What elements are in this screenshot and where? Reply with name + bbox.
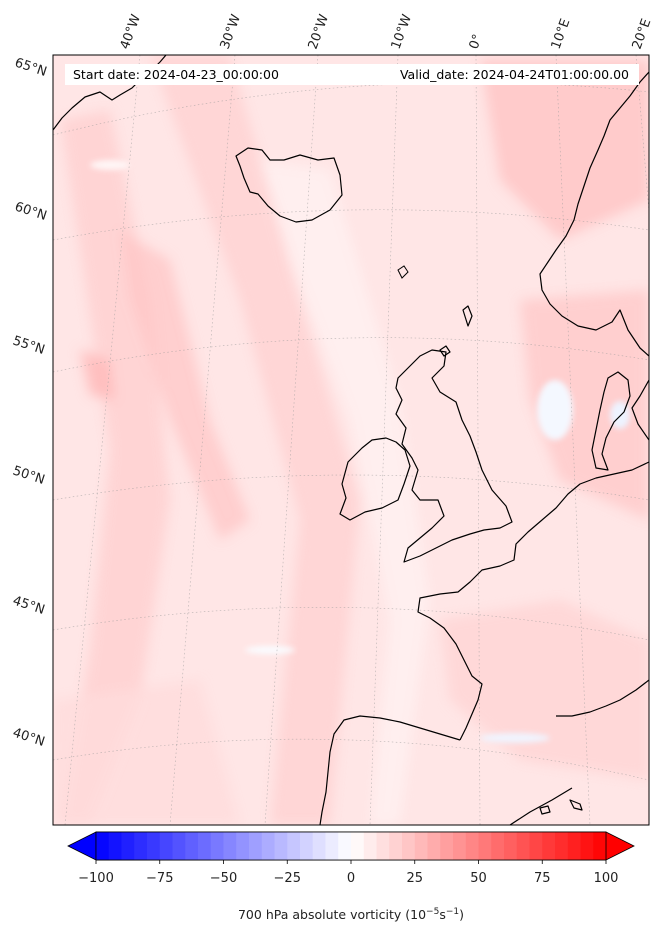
colorbar-tick-label: 75 xyxy=(534,871,551,886)
colorbar-band xyxy=(185,832,199,860)
colorbar-band xyxy=(453,832,467,860)
coastline-norway xyxy=(539,71,649,357)
colorbar-label-exp2: −1 xyxy=(446,907,459,917)
map-panel xyxy=(53,55,649,825)
colorbar-band xyxy=(351,832,365,860)
colorbar-label-exp: −5 xyxy=(426,907,439,917)
colorbar-label-text: 700 hPa absolute vorticity (10 xyxy=(238,907,426,922)
colorbar-band xyxy=(249,832,263,860)
colorbar-band xyxy=(261,832,275,860)
colorbar-band xyxy=(376,832,390,860)
lat-label: 45°N xyxy=(11,594,47,618)
coastline-iberia xyxy=(319,715,461,825)
lon-label: 10°E xyxy=(549,17,574,52)
colorbar-band xyxy=(134,832,148,860)
colorbar-extend-low xyxy=(67,831,97,861)
valid-date-label: Valid_date: 2024-04-24T01:00:00.00 xyxy=(400,67,629,82)
colorbar-band xyxy=(555,832,569,860)
colorbar-tick-label: −100 xyxy=(78,871,114,886)
lon-label: 40°W xyxy=(118,12,144,51)
map-frame xyxy=(52,54,650,826)
colorbar-band xyxy=(159,832,173,860)
header-bar xyxy=(65,64,639,85)
colorbar-band xyxy=(287,832,301,860)
lat-label: 50°N xyxy=(11,464,47,488)
lat-label: 60°N xyxy=(13,200,49,224)
colorbar-band xyxy=(542,832,556,860)
lon-label: 30°W xyxy=(218,12,244,51)
colorbar-band xyxy=(338,832,352,860)
vorticity-field-shading xyxy=(53,55,649,825)
coastline-continental-europe xyxy=(417,461,649,741)
colorbar-band xyxy=(312,832,326,860)
colorbar-band xyxy=(121,832,135,860)
colorbar-band xyxy=(567,832,581,860)
colorbar-ticks: −100 −75 −50 −25 0 25 50 75 100 xyxy=(78,860,618,886)
colorbar-extend-high xyxy=(605,831,635,861)
colorbar-band xyxy=(402,832,416,860)
coastline-great-britain xyxy=(395,349,513,563)
colorbar-band xyxy=(465,832,479,860)
lat-label: 55°N xyxy=(11,334,47,358)
colorbar-label-end: ) xyxy=(459,907,464,922)
colorbar-band xyxy=(504,832,518,860)
colorbar-band xyxy=(593,832,607,860)
colorbar-band xyxy=(147,832,161,860)
colorbar-tick-label: −50 xyxy=(210,871,237,886)
colorbar-band xyxy=(440,832,454,860)
graticule xyxy=(53,55,649,825)
colorbar-band xyxy=(491,832,505,860)
colorbar-band xyxy=(223,832,237,860)
colorbar-tick-label: 50 xyxy=(470,871,487,886)
colorbar-tick-label: −75 xyxy=(146,871,173,886)
lon-label: 10°W xyxy=(389,12,415,51)
lon-label: 20°W xyxy=(306,12,332,51)
colorbar-band xyxy=(427,832,441,860)
colorbar-band xyxy=(414,832,428,860)
colorbar-tick-label: 100 xyxy=(594,871,619,886)
start-date-label: Start date: 2024-04-23_00:00:00 xyxy=(73,67,279,82)
colorbar-tick-label: 25 xyxy=(406,871,423,886)
coastline-denmark xyxy=(591,371,631,471)
colorbar: −100 −75 −50 −25 0 25 50 75 100 700 hPa absolute… xyxy=(67,831,635,922)
colorbar-band xyxy=(325,832,339,860)
colorbar-band xyxy=(96,832,110,860)
colorbar-band xyxy=(389,832,403,860)
colorbar-tick-label: 0 xyxy=(347,871,355,886)
coastline-ireland xyxy=(339,437,411,521)
colorbar-band xyxy=(236,832,250,860)
colorbar-band xyxy=(172,832,186,860)
lon-label: 20°E xyxy=(630,17,655,52)
colorbar-band xyxy=(516,832,530,860)
colorbar-label: 700 hPa absolute vorticity (10−5s−1) xyxy=(238,907,464,922)
colorbar-band xyxy=(363,832,377,860)
colorbar-label-unit: s xyxy=(439,907,446,922)
colorbar-band xyxy=(108,832,122,860)
colorbar-band xyxy=(210,832,224,860)
lat-label: 65°N xyxy=(13,56,49,80)
lat-label: 40°N xyxy=(11,726,47,750)
colorbar-band xyxy=(300,832,314,860)
lon-label: 0° xyxy=(467,32,486,51)
coastline-iceland xyxy=(235,147,343,223)
colorbar-tick-label: −25 xyxy=(274,871,301,886)
colorbar-band xyxy=(198,832,212,860)
colorbar-band xyxy=(274,832,288,860)
colorbar-band xyxy=(580,832,594,860)
latitude-labels: 65°N 60°N 55°N 50°N 45°N 40°N xyxy=(11,56,49,750)
colorbar-band xyxy=(529,832,543,860)
colorbar-band xyxy=(478,832,492,860)
longitude-labels: 40°W 30°W 20°W 10°W 0° 10°E 20°E xyxy=(118,12,655,51)
colorbar-bands xyxy=(96,832,607,860)
